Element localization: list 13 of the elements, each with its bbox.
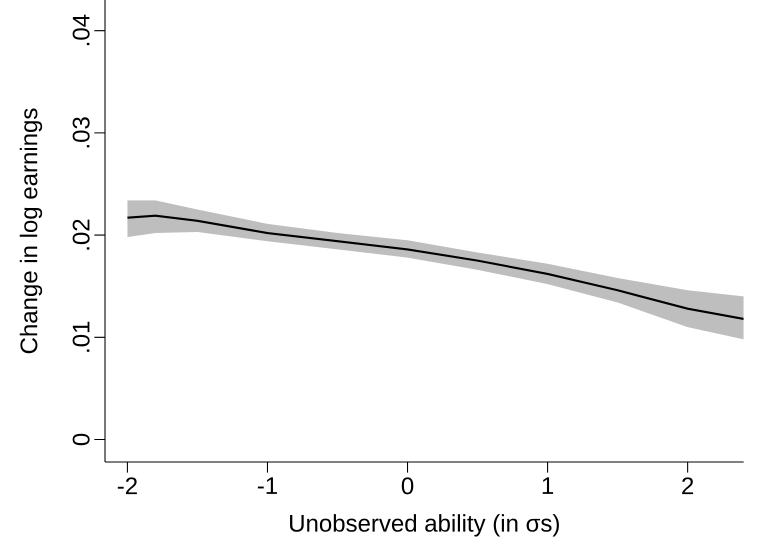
x-tick-label: 2 bbox=[682, 477, 694, 494]
x-tick-label: -1 bbox=[258, 477, 277, 494]
x-tick-label: 1 bbox=[542, 477, 554, 494]
x-axis-title: Unobserved ability (in σs) bbox=[290, 514, 559, 537]
y-tick-label: .01 bbox=[72, 322, 90, 352]
y-tick-label: .03 bbox=[72, 117, 90, 148]
y-tick-label: .02 bbox=[72, 220, 90, 250]
y-tick-label: .04 bbox=[72, 14, 90, 46]
y-tick-label: 0 bbox=[72, 434, 90, 446]
y-axis-title: Change in log earnings bbox=[20, 108, 42, 354]
x-tick-label: -2 bbox=[118, 477, 137, 494]
line-series bbox=[126, 214, 744, 320]
x-tick-label: 0 bbox=[402, 477, 414, 494]
